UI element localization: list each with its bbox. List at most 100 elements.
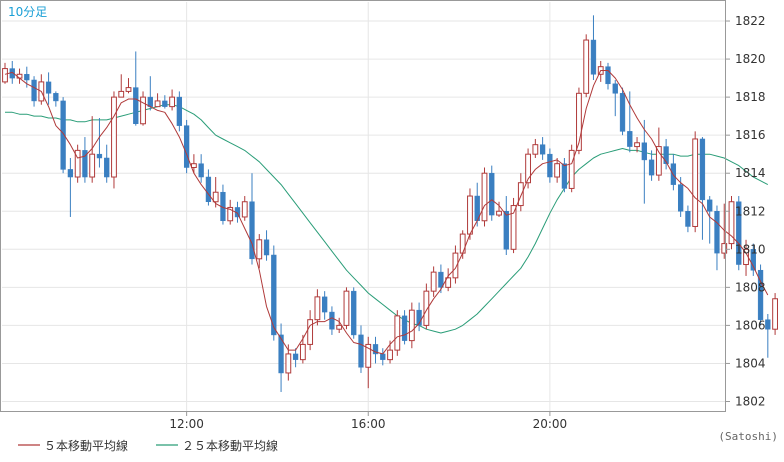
candle — [525, 148, 531, 189]
candle — [394, 310, 401, 356]
candle — [452, 245, 459, 284]
candle — [408, 302, 415, 349]
candle — [45, 72, 52, 105]
candle — [162, 95, 168, 109]
candle-body — [263, 239, 270, 256]
candle — [612, 79, 618, 117]
candle — [517, 173, 524, 212]
x-tick-label: 16:00 — [351, 417, 386, 431]
y-tick-label: 1822 — [735, 14, 766, 28]
candlestick-series — [2, 15, 778, 392]
ma5-line — [4, 70, 769, 355]
candle-body — [394, 315, 401, 351]
candle — [699, 137, 706, 240]
candle — [561, 157, 568, 193]
candle-body — [125, 87, 132, 92]
candle-body — [278, 334, 284, 374]
candle-body — [82, 150, 88, 178]
candle-body — [408, 309, 415, 342]
candle — [118, 74, 125, 98]
candle-body — [343, 290, 350, 326]
candle-body — [765, 319, 771, 330]
timeframe-label: 10分足 — [8, 5, 47, 19]
y-tick-label: 1812 — [735, 204, 766, 218]
candle-body — [452, 252, 459, 279]
candle-body — [423, 290, 430, 326]
candle-body — [750, 249, 756, 271]
candle — [292, 348, 299, 368]
candle-body — [561, 163, 568, 189]
candle — [765, 313, 771, 358]
candle — [496, 201, 502, 217]
y-tick-label: 1816 — [735, 128, 766, 142]
x-tick-label: 20:00 — [533, 417, 568, 431]
candle — [212, 177, 219, 208]
candle-body — [169, 96, 175, 108]
y-tick-label: 1806 — [735, 318, 766, 332]
candle — [249, 173, 255, 265]
candle — [169, 89, 175, 111]
candle — [336, 317, 343, 334]
candle — [183, 119, 190, 174]
y-tick-label: 1802 — [735, 394, 766, 408]
candle-body — [365, 343, 372, 368]
candle — [190, 154, 197, 174]
candle — [430, 266, 437, 297]
candle-body — [430, 271, 437, 292]
candle — [677, 177, 684, 217]
x-axis: 12:00 16:00 20:00 — [169, 411, 567, 431]
candle-body — [539, 144, 546, 155]
candle-body — [525, 153, 531, 184]
candle-body — [133, 87, 139, 124]
candle — [133, 51, 139, 126]
candle — [510, 197, 517, 254]
candle-body — [24, 74, 30, 81]
y-tick-label: 1810 — [735, 242, 766, 256]
y-tick-label: 1804 — [735, 356, 766, 370]
candle-body — [757, 269, 764, 320]
candle — [125, 78, 132, 94]
candle — [198, 154, 204, 183]
candle — [772, 293, 778, 335]
candle-body — [329, 311, 335, 330]
candle-body — [401, 315, 408, 341]
legend: ５本移動平均線 ２５本移動平均線 — [18, 438, 278, 453]
candle-body — [619, 93, 626, 132]
candle — [96, 118, 103, 168]
candle-body — [96, 153, 103, 159]
candle-body — [699, 138, 706, 201]
candle-body — [655, 146, 662, 176]
candle — [583, 34, 590, 98]
candle — [648, 150, 655, 181]
candle-body — [641, 142, 647, 161]
candle-body — [31, 79, 37, 102]
candle — [322, 291, 328, 320]
candle-body — [299, 343, 306, 361]
candle — [605, 62, 611, 90]
candle — [329, 306, 335, 335]
y-tick-label: 1814 — [735, 166, 766, 180]
candle — [590, 15, 597, 80]
candle-body — [89, 153, 96, 178]
candle-body — [459, 233, 466, 254]
candle-body — [677, 184, 684, 212]
ma5-series — [4, 70, 769, 355]
candle-body — [322, 296, 328, 313]
candle-body — [60, 100, 66, 170]
candle — [372, 336, 379, 364]
candle — [256, 234, 263, 269]
candle-body — [372, 344, 379, 355]
candle — [503, 196, 509, 256]
candle-body — [714, 211, 720, 254]
candle-body — [416, 309, 422, 326]
candle — [554, 157, 561, 183]
candle-body — [503, 211, 509, 250]
y-tick-label: 1820 — [735, 52, 766, 66]
candle — [140, 91, 146, 126]
candle-body — [2, 68, 8, 83]
candle — [38, 74, 45, 105]
candle-body — [496, 210, 502, 216]
candle — [721, 203, 728, 259]
candle-body — [728, 201, 735, 245]
candle — [111, 91, 117, 189]
